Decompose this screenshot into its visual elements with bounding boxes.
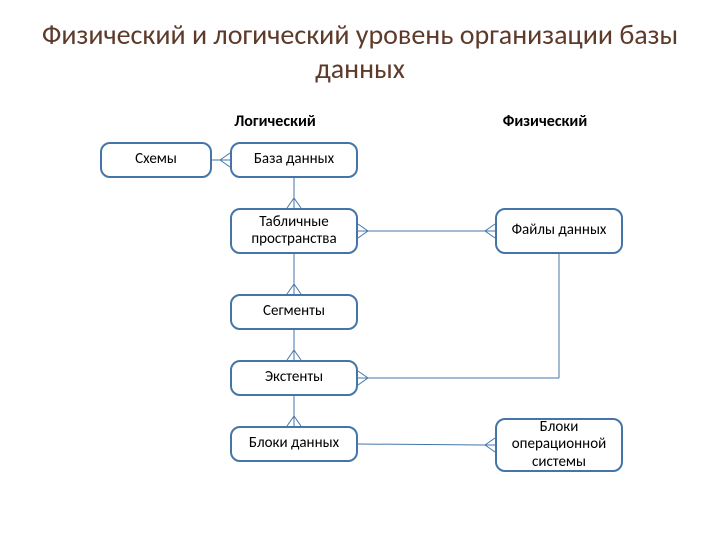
column-header-physical: Физический [495,112,595,131]
node-segments: Сегменты [230,294,358,330]
column-header-logical: Логический [225,112,325,131]
node-datafiles: Файлы данных [495,208,623,254]
node-extents: Экстенты [230,360,358,396]
node-tablespaces: Табличные пространства [230,208,358,254]
page-title: Физический и логический уровень организа… [0,18,720,85]
node-datablocks: Блоки данных [230,426,358,462]
node-database: База данных [230,142,358,178]
node-osblocks: Блоки операционной системы [495,418,623,472]
node-schemas: Схемы [100,142,212,178]
